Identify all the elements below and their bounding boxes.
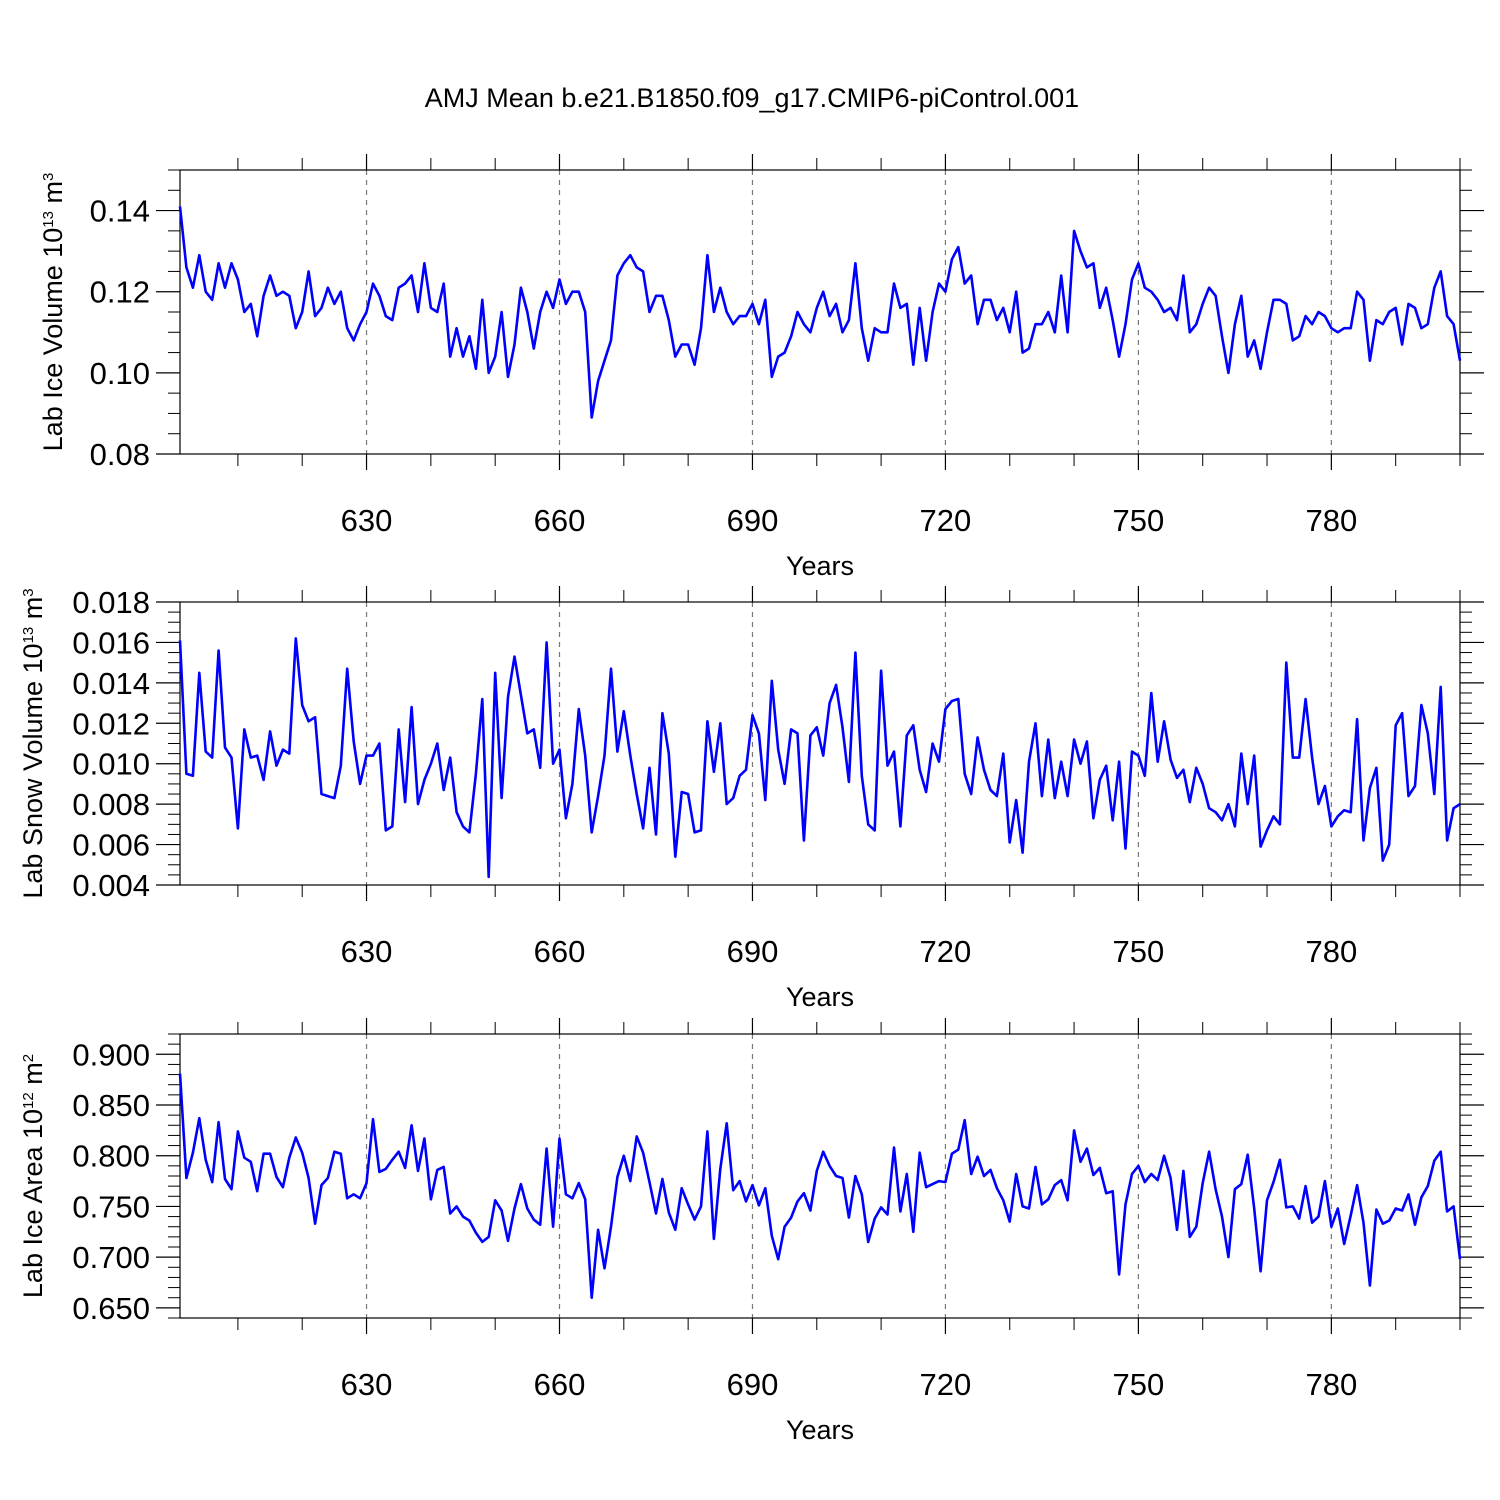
x-tick-label: 720 <box>920 934 972 969</box>
x-tick-label: 660 <box>534 934 586 969</box>
y-tick-label: 0.004 <box>72 868 150 903</box>
series-line <box>178 206 1462 419</box>
x-tick-label: 630 <box>341 1367 393 1402</box>
x-tick-label: 690 <box>727 934 779 969</box>
y-tick-label: 0.14 <box>90 194 150 229</box>
x-tick-label: 750 <box>1113 1367 1165 1402</box>
y-tick-label: 0.12 <box>90 275 150 310</box>
y-tick-label: 0.014 <box>72 666 150 701</box>
plot-frame <box>179 1033 1461 1319</box>
y-tick-label: 0.850 <box>72 1088 150 1123</box>
y-axis-label-text: m <box>18 1062 48 1092</box>
x-tick-label: 630 <box>341 503 393 538</box>
x-tick-label: 720 <box>920 1367 972 1402</box>
series-line <box>178 1073 1462 1299</box>
y-tick-label: 0.900 <box>72 1037 150 1072</box>
y-axis-label-text: Lab Ice Area 10 <box>18 1109 48 1298</box>
x-tick-label: 780 <box>1305 934 1357 969</box>
y-tick-label: 0.016 <box>72 625 150 660</box>
y-tick-label: 0.750 <box>72 1189 150 1224</box>
y-axis-label: Lab Ice Volume 1013 m3 <box>38 173 68 452</box>
x-tick-label: 750 <box>1113 503 1165 538</box>
y-axis-label-text: m <box>38 181 68 211</box>
y-tick-label: 0.012 <box>72 706 150 741</box>
x-tick-label: 690 <box>727 1367 779 1402</box>
y-axis-label: Lab Ice Area 1012 m2 <box>18 1054 48 1298</box>
x-tick-label: 750 <box>1113 934 1165 969</box>
y-tick-label: 0.800 <box>72 1139 150 1174</box>
panel-lab-ice-volume: 0.08 0.10 0.12 0.14 630 660 690 720 750 780 Years L… <box>38 154 1484 581</box>
x-tick-label: 690 <box>727 503 779 538</box>
x-tick-label: 660 <box>534 1367 586 1402</box>
y-axis-label: Lab Snow Volume 1013 m3 <box>18 588 48 898</box>
x-tick-label: 720 <box>920 503 972 538</box>
y-axis-label-superscript: 2 <box>20 1054 37 1062</box>
x-axis-label: Years <box>786 1415 854 1445</box>
x-axis-label: Years <box>786 982 854 1012</box>
y-axis-label-superscript: 13 <box>40 211 57 228</box>
x-tick-label: 780 <box>1305 1367 1357 1402</box>
panel-lab-snow-volume: 0.004 0.006 0.008 0.010 0.012 0.014 0.016 0.018… <box>18 585 1484 1012</box>
x-tick-label: 660 <box>534 503 586 538</box>
panel-lab-ice-area: 0.650 0.700 0.750 0.800 0.850 0.900 630 660 690 7… <box>18 1018 1484 1445</box>
y-tick-label: 0.006 <box>72 828 150 863</box>
y-axis-label-superscript: 3 <box>20 588 37 596</box>
y-axis-label-text: Lab Ice Volume 10 <box>38 228 68 452</box>
series-line <box>178 637 1461 879</box>
plot-frame <box>179 169 1461 455</box>
x-tick-label: 630 <box>341 934 393 969</box>
y-tick-label: 0.008 <box>72 787 150 822</box>
y-tick-label: 0.08 <box>90 437 150 472</box>
chart-title: AMJ Mean b.e21.B1850.f09_g17.CMIP6-piCon… <box>425 83 1079 113</box>
y-tick-label: 0.700 <box>72 1240 150 1275</box>
y-tick-label: 0.010 <box>72 747 150 782</box>
y-tick-label: 0.10 <box>90 356 150 391</box>
y-tick-label: 0.650 <box>72 1291 150 1326</box>
y-axis-label-text: Lab Snow Volume 10 <box>18 643 48 898</box>
y-axis-label-superscript: 12 <box>20 1092 37 1109</box>
x-tick-label: 780 <box>1305 503 1357 538</box>
y-axis-label-superscript: 3 <box>40 173 57 181</box>
y-axis-label-superscript: 13 <box>20 627 37 644</box>
x-axis-label: Years <box>786 551 854 581</box>
y-axis-label-text: m <box>18 597 48 627</box>
y-tick-label: 0.018 <box>72 585 150 620</box>
